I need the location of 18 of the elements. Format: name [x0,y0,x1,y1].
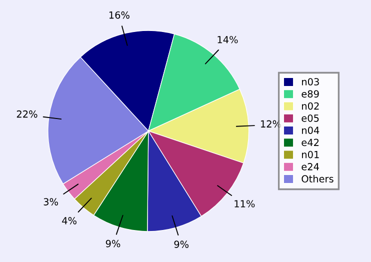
data-label: 9% [106,240,120,248]
legend-label: e24 [302,163,319,170]
data-label: 12% [261,120,282,128]
legend-label: n01 [302,150,319,158]
data-label: 14% [218,36,238,44]
legend-label: e42 [302,138,319,146]
legend-label: n03 [302,78,319,86]
legend-label: Others [302,174,334,182]
data-label: 3% [44,198,58,206]
data-label: 4% [62,216,76,224]
legend-label: n02 [302,102,319,110]
data-label: 11% [234,200,255,208]
legend-label: e89 [302,90,319,98]
data-label: 9% [174,240,189,248]
legend-label: e05 [302,114,319,122]
data-label: 16% [109,11,130,19]
data-label: 22% [16,110,38,118]
legend-label: n04 [302,126,320,134]
